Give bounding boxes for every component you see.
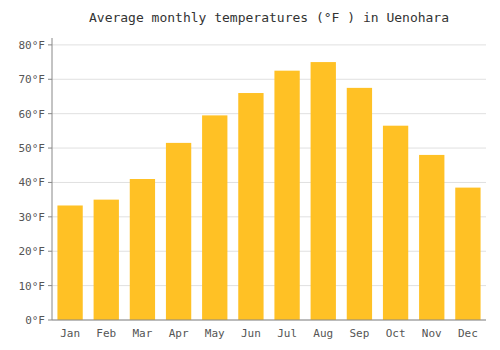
category-label: May — [205, 327, 225, 340]
tick-label: 70°F — [19, 73, 46, 86]
category-label: Nov — [422, 327, 442, 340]
bar — [166, 143, 191, 320]
bar — [130, 179, 155, 320]
category-label: Apr — [169, 327, 189, 340]
tick-label: 50°F — [19, 142, 46, 155]
bars — [57, 62, 480, 320]
grid-line — [52, 320, 486, 321]
category-label: Dec — [458, 327, 478, 340]
tick-mark — [48, 216, 52, 217]
category-label: Aug — [313, 327, 333, 340]
bar — [57, 205, 82, 320]
title: Average monthly temperatures (°F ) in Ue… — [89, 10, 449, 25]
grid-line — [52, 148, 486, 149]
tick-label: 30°F — [19, 211, 46, 224]
category-label: Jul — [277, 327, 297, 340]
bar — [94, 200, 119, 320]
bar — [347, 88, 372, 320]
tick-label: 10°F — [19, 280, 46, 293]
bar — [419, 155, 444, 320]
tick-mark — [48, 44, 52, 45]
tick-label: 20°F — [19, 245, 46, 258]
grid — [52, 45, 486, 320]
tick-mark — [48, 113, 52, 114]
chart: Average monthly temperatures (°F ) in Ue… — [0, 0, 500, 350]
tick-mark — [48, 79, 52, 80]
tick-mark — [48, 148, 52, 149]
y-axis-line — [52, 38, 53, 320]
bar — [455, 188, 480, 320]
category-label: Feb — [96, 327, 116, 340]
bar — [274, 71, 299, 320]
bar — [383, 126, 408, 320]
category-label: Mar — [132, 327, 152, 340]
grid-line — [52, 79, 486, 80]
tick-label: 60°F — [19, 108, 46, 121]
tick-mark — [48, 285, 52, 286]
bar — [311, 62, 336, 320]
tick-mark — [48, 320, 52, 321]
tick-label: 80°F — [19, 39, 46, 52]
category-label: Jan — [60, 327, 80, 340]
tick-label: 40°F — [19, 176, 46, 189]
grid-line — [52, 44, 486, 45]
category-label: Jun — [241, 327, 261, 340]
bar — [202, 115, 227, 320]
tick-mark — [48, 182, 52, 183]
x-axis-line — [52, 320, 486, 321]
tick-label: 0°F — [25, 314, 45, 327]
bar — [238, 93, 263, 320]
grid-line — [52, 113, 486, 114]
category-label: Oct — [386, 327, 406, 340]
tick-mark — [48, 251, 52, 252]
category-label: Sep — [349, 327, 369, 340]
